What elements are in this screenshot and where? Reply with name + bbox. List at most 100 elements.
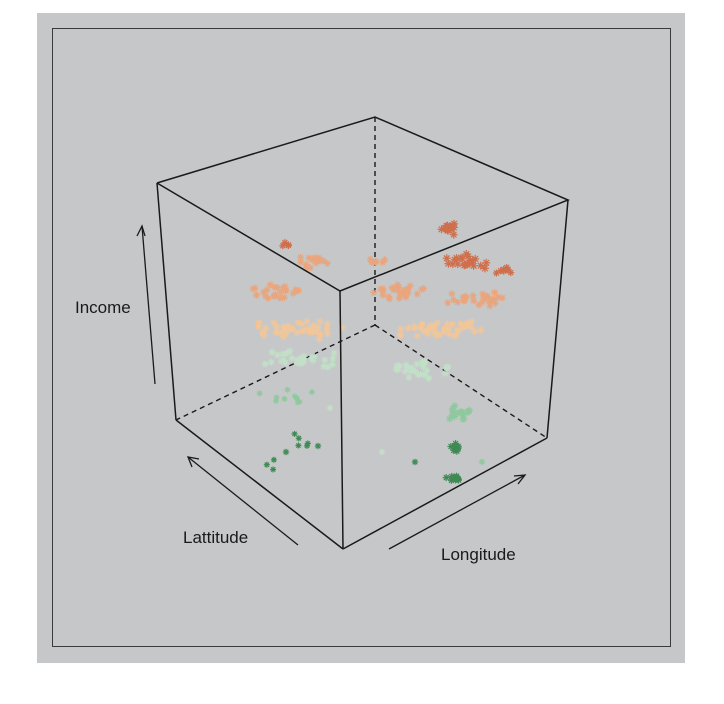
data-point — [397, 325, 405, 333]
data-point — [255, 323, 262, 330]
data-point — [420, 327, 428, 335]
data-point — [288, 324, 296, 332]
data-point — [461, 293, 469, 301]
axis-arrow-x — [388, 474, 527, 550]
data-point — [294, 399, 301, 406]
data-point — [323, 320, 331, 328]
box-edge-left-vertical — [156, 182, 177, 421]
data-point — [450, 255, 459, 264]
data-point — [298, 320, 306, 328]
data-point — [481, 292, 489, 300]
data-point — [324, 330, 332, 338]
data-point — [460, 321, 468, 329]
data-point — [251, 284, 259, 292]
data-point — [366, 255, 374, 263]
data-point — [446, 415, 454, 423]
data-point — [388, 284, 396, 292]
data-point — [449, 223, 458, 232]
data-point — [306, 264, 314, 272]
data-point — [282, 448, 290, 456]
data-point — [252, 291, 260, 299]
data-point — [281, 239, 289, 247]
data-point — [304, 440, 311, 447]
data-point — [468, 317, 476, 325]
data-point — [418, 321, 426, 329]
data-point — [420, 358, 428, 366]
data-point — [395, 366, 402, 373]
data-point — [437, 225, 446, 234]
box-edge-right-vertical — [546, 199, 569, 439]
data-point — [477, 326, 485, 334]
data-point — [456, 326, 463, 334]
data-point — [396, 331, 404, 339]
data-point — [443, 224, 452, 233]
data-points — [249, 219, 515, 484]
data-point — [323, 259, 331, 267]
box-edge-front-vertical — [339, 290, 344, 550]
data-point — [305, 325, 313, 333]
data-point — [277, 357, 285, 365]
data-point — [315, 335, 323, 343]
data-point — [308, 389, 315, 396]
data-point — [449, 230, 458, 239]
data-point — [432, 331, 440, 339]
data-point — [464, 252, 473, 261]
axis-label-income: Income — [75, 298, 131, 317]
box-visible-edges — [156, 116, 570, 550]
data-point — [284, 386, 291, 393]
data-point — [284, 241, 292, 249]
data-point — [330, 349, 338, 357]
data-point — [262, 324, 270, 332]
data-point — [420, 284, 428, 292]
data-point — [270, 456, 277, 463]
data-point — [480, 264, 489, 273]
data-point — [378, 448, 386, 456]
data-point — [321, 356, 329, 364]
data-point — [447, 443, 455, 450]
data-point — [379, 258, 387, 266]
data-point — [273, 394, 280, 401]
data-point — [445, 325, 453, 333]
data-point — [279, 350, 287, 358]
plot-border — [52, 28, 671, 647]
data-point — [268, 348, 276, 356]
data-point — [447, 476, 455, 484]
data-point — [261, 360, 269, 368]
data-point — [291, 393, 298, 400]
axis-arrow-y — [186, 456, 299, 546]
data-point — [314, 442, 322, 450]
data-point — [266, 281, 274, 289]
data-point — [263, 286, 271, 294]
data-point — [478, 458, 486, 466]
data-point — [444, 259, 453, 268]
data-point — [465, 406, 473, 414]
data-point — [270, 319, 278, 327]
data-point — [278, 294, 286, 302]
box-edge-back-right — [374, 324, 548, 439]
data-point — [395, 283, 403, 291]
data-point — [490, 295, 498, 303]
data-point — [297, 258, 305, 266]
data-point — [454, 298, 462, 306]
data-point — [471, 328, 478, 335]
data-point — [486, 302, 494, 310]
data-point — [295, 287, 303, 294]
data-point — [491, 288, 499, 296]
data-point — [298, 354, 306, 362]
data-point — [448, 290, 456, 298]
data-point — [293, 329, 301, 337]
data-point — [328, 361, 336, 369]
data-point — [492, 269, 500, 277]
data-point — [453, 472, 460, 480]
data-point — [414, 371, 422, 379]
data-point — [260, 331, 268, 339]
data-point — [395, 294, 403, 302]
data-point — [291, 430, 298, 437]
data-point — [463, 260, 472, 269]
data-point — [409, 366, 416, 374]
data-point — [500, 267, 508, 275]
data-point — [405, 374, 413, 381]
data-point — [456, 253, 465, 262]
data-point — [404, 324, 412, 332]
data-point — [289, 289, 297, 297]
